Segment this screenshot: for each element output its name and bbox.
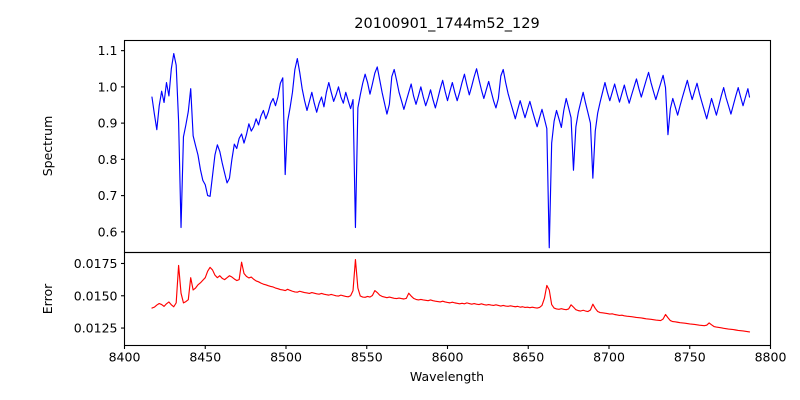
x-axis-tick-label: 8750	[674, 350, 706, 365]
spectrum-y-tick-label: 0.6	[98, 224, 118, 239]
x-axis-tick-label: 8400	[109, 350, 141, 365]
spectrum-y-tick-label: 1.0	[98, 79, 118, 94]
error-y-tick-label: 0.0125	[74, 321, 118, 336]
x-axis-ticks: 8400 8450 8500 8550 8600 8650 8700 8750 8800	[109, 345, 787, 365]
error-y-tick-label: 0.0175	[74, 256, 118, 271]
spectrum-y-tick-label: 0.9	[98, 116, 118, 131]
spectrum-y-tick-label: 1.1	[98, 43, 118, 58]
spectrum-y-ticks: 0.6 0.7 0.8 0.9 1.0 1.1	[98, 43, 125, 239]
figure-title: 20100901_1744m52_129	[354, 16, 539, 32]
error-data-line	[151, 259, 751, 333]
error-axes-frame	[123, 251, 772, 347]
error-y-axis-label: Error	[40, 283, 55, 314]
x-axis-tick-label: 8700	[593, 350, 625, 365]
error-y-ticks: 0.0125 0.0150 0.0175	[74, 256, 125, 336]
x-axis-tick-label: 8550	[351, 350, 383, 365]
error-y-tick-label: 0.0150	[74, 288, 118, 303]
x-axis-tick-label: 8800	[755, 350, 787, 365]
x-axis-tick-label: 8500	[270, 350, 302, 365]
x-axis-tick-label: 8600	[432, 350, 464, 365]
x-axis-tick-label: 8650	[512, 350, 544, 365]
x-axis-tick-label: 8450	[189, 350, 221, 365]
spectrum-data-line	[151, 52, 751, 249]
spectrum-y-tick-label: 0.8	[98, 152, 118, 167]
x-axis-label: Wavelength	[410, 369, 484, 384]
spectrum-axes-frame	[123, 39, 772, 254]
spectrum-y-tick-label: 0.7	[98, 188, 118, 203]
spectrum-y-axis-label: Spectrum	[40, 116, 55, 177]
